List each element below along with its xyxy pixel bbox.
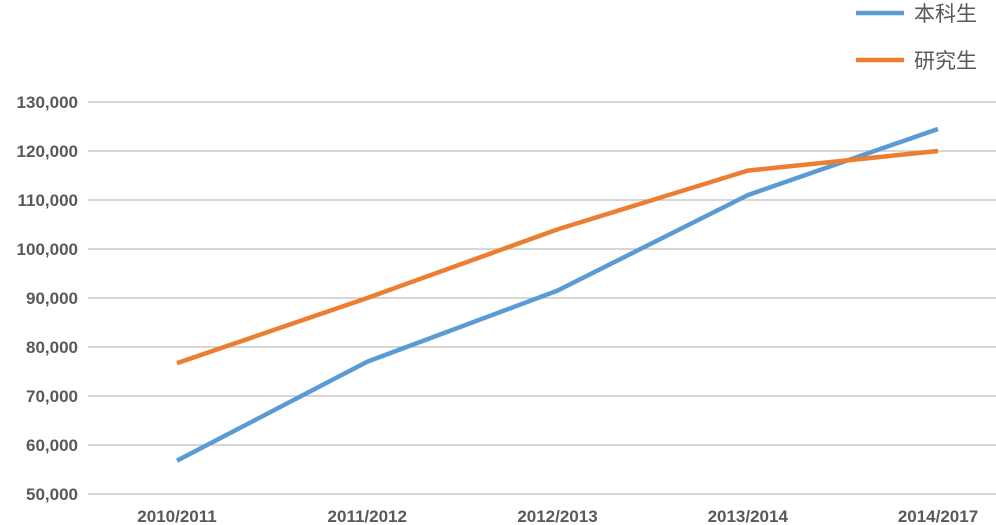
y-tick-label-7: 120,000 — [17, 142, 78, 161]
y-tick-label-5: 100,000 — [17, 240, 78, 259]
y-tick-label-4: 90,000 — [26, 289, 78, 308]
y-tick-label-1: 60,000 — [26, 436, 78, 455]
x-axis-ticks: 2010/2011 2011/2012 2012/2013 2013/2014 2014… — [137, 507, 978, 525]
y-tick-label-0: 50,000 — [26, 485, 78, 504]
legend: 本科生 研究生 — [856, 2, 977, 73]
y-axis-ticks: 50,000 60,000 70,000 80,000 90,000 100,000 110… — [17, 93, 78, 504]
x-tick-label-0: 2010/2011 — [137, 507, 216, 525]
x-tick-label-3: 2013/2014 — [708, 507, 789, 525]
y-tick-label-2: 70,000 — [26, 387, 78, 406]
legend-label-series-0: 本科生 — [914, 2, 977, 26]
x-tick-label-2: 2012/2013 — [517, 507, 597, 525]
series-lines — [175, 126, 939, 463]
legend-label-series-1: 研究生 — [914, 49, 977, 73]
x-tick-label-4: 2014/2017 — [898, 507, 978, 525]
series-line-0 — [175, 126, 939, 463]
series-line-1 — [176, 148, 939, 366]
y-tick-label-6: 110,000 — [17, 191, 78, 210]
y-tick-label-3: 80,000 — [26, 338, 78, 357]
y-tick-label-8: 130,000 — [17, 93, 78, 112]
x-tick-label-1: 2011/2012 — [328, 507, 407, 525]
